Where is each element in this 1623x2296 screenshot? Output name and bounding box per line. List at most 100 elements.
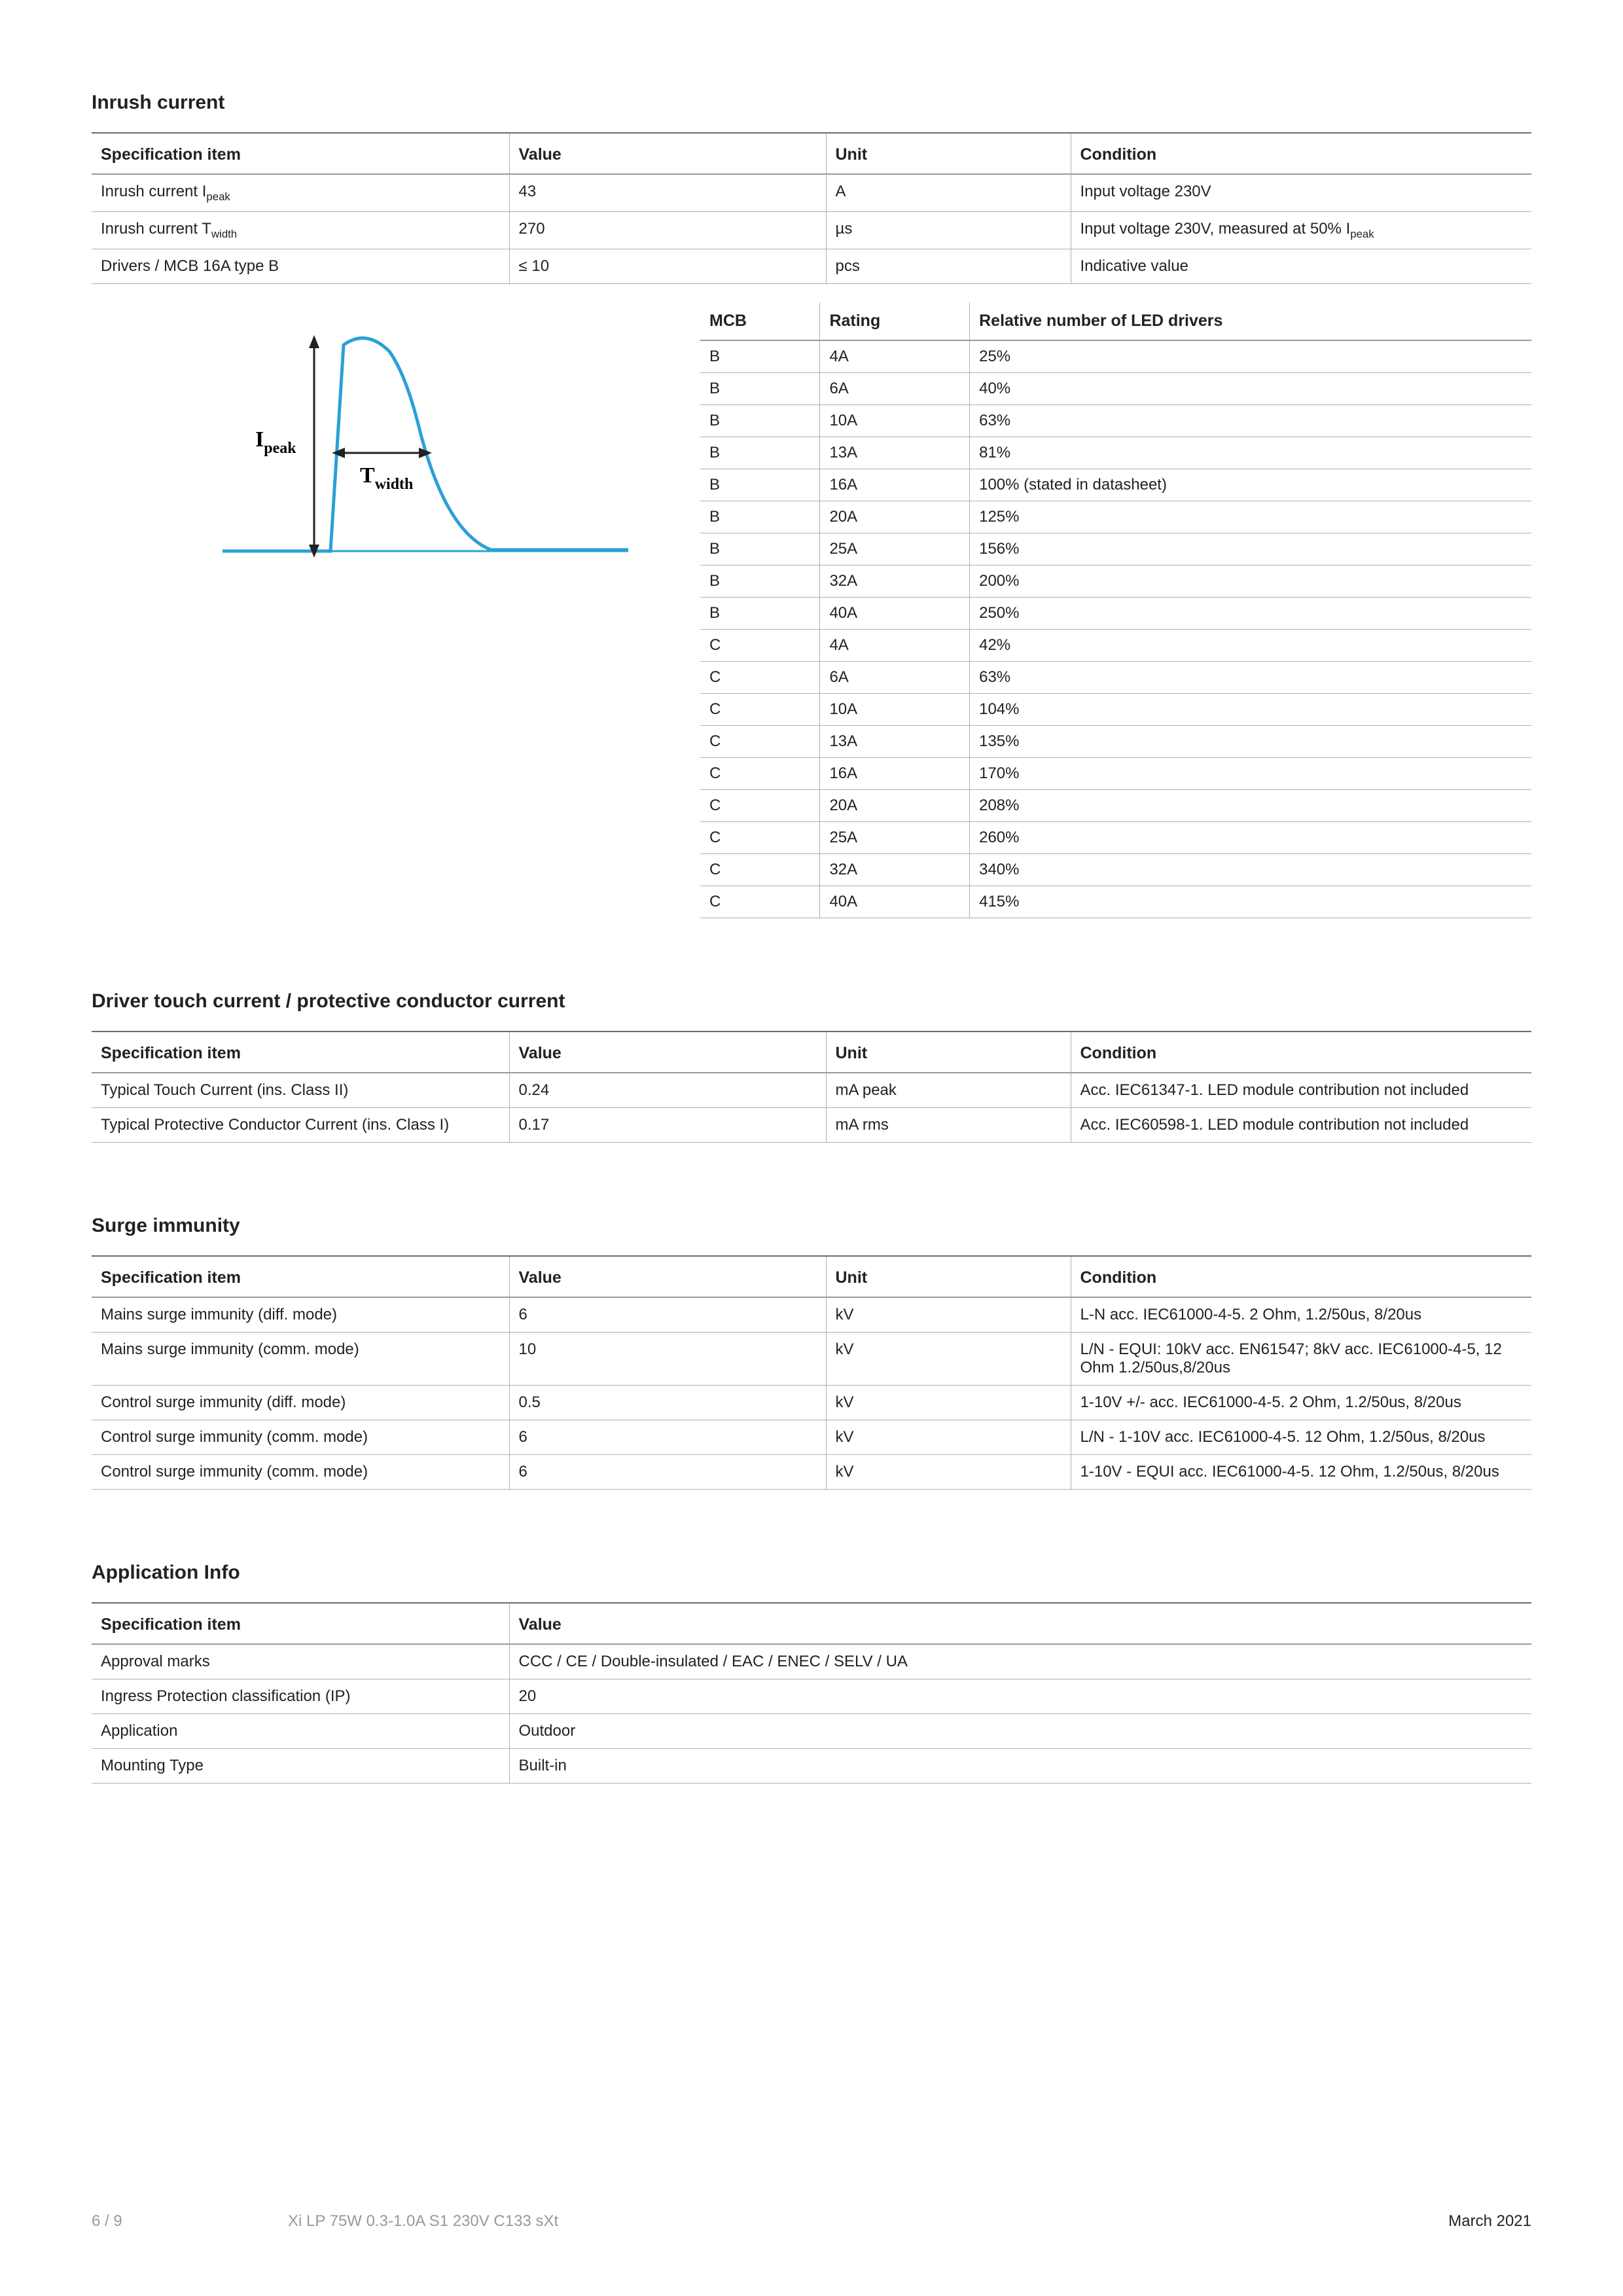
table-cell: 135% <box>970 725 1531 757</box>
table-mcb: MCBRatingRelative number of LED drivers … <box>700 302 1531 918</box>
table-cell: Mounting Type <box>92 1748 509 1783</box>
column-header: Specification item <box>92 1032 509 1073</box>
table-cell: Outdoor <box>509 1713 1531 1748</box>
table-inrush: Specification itemValueUnitCondition Inr… <box>92 134 1531 284</box>
table-row: B16A100% (stated in datasheet) <box>700 469 1531 501</box>
table-cell: 270 <box>509 211 826 249</box>
mcb-table-wrap: MCBRatingRelative number of LED drivers … <box>700 302 1531 918</box>
table-cell: 104% <box>970 693 1531 725</box>
column-header: Value <box>509 134 826 174</box>
section-title: Surge immunity <box>92 1215 1531 1237</box>
column-header: Value <box>509 1032 826 1073</box>
table-cell: B <box>700 340 820 373</box>
svg-text:Ipeak: Ipeak <box>255 427 296 457</box>
column-header: Specification item <box>92 134 509 174</box>
footer-page: 6 / 9 <box>92 2212 288 2231</box>
table-row: Inrush current Twidth270µsInput voltage … <box>92 211 1531 249</box>
section-surge: Surge immunity Specification itemValueUn… <box>92 1215 1531 1490</box>
table-cell: B <box>700 597 820 629</box>
column-header: MCB <box>700 302 820 340</box>
table-cell: C <box>700 853 820 886</box>
table-cell: Mains surge immunity (comm. mode) <box>92 1332 509 1385</box>
table-cell: C <box>700 629 820 661</box>
table-cell: pcs <box>826 249 1071 283</box>
table-cell: 260% <box>970 821 1531 853</box>
table-row: C32A340% <box>700 853 1531 886</box>
column-header: Condition <box>1071 1257 1531 1297</box>
table-cell: 25A <box>820 533 970 565</box>
table-cell: 170% <box>970 757 1531 789</box>
table-cell: 10A <box>820 693 970 725</box>
svg-text:Twidth: Twidth <box>360 463 413 493</box>
table-cell: Control surge immunity (comm. mode) <box>92 1420 509 1454</box>
column-header: Unit <box>826 1257 1071 1297</box>
section-title: Driver touch current / protective conduc… <box>92 990 1531 1013</box>
table-cell: kV <box>826 1385 1071 1420</box>
table-cell: B <box>700 501 820 533</box>
table-cell: 16A <box>820 757 970 789</box>
table-cell: 20A <box>820 501 970 533</box>
table-cell: kV <box>826 1332 1071 1385</box>
table-cell: 42% <box>970 629 1531 661</box>
table-cell: Mains surge immunity (diff. mode) <box>92 1297 509 1333</box>
table-cell: 0.17 <box>509 1107 826 1142</box>
table-row: C6A63% <box>700 661 1531 693</box>
table-cell: 20 <box>509 1679 1531 1713</box>
column-header: Specification item <box>92 1257 509 1297</box>
table-row: C13A135% <box>700 725 1531 757</box>
table-cell: 6A <box>820 372 970 404</box>
table-cell: A <box>826 174 1071 211</box>
table-row: B40A250% <box>700 597 1531 629</box>
column-header: Rating <box>820 302 970 340</box>
table-cell: L/N - 1-10V acc. IEC61000-4-5. 12 Ohm, 1… <box>1071 1420 1531 1454</box>
column-header: Specification item <box>92 1604 509 1644</box>
table-cell: Typical Touch Current (ins. Class II) <box>92 1073 509 1108</box>
table-cell: Indicative value <box>1071 249 1531 283</box>
table-cell: C <box>700 725 820 757</box>
table-cell: 6 <box>509 1454 826 1489</box>
table-cell: 6A <box>820 661 970 693</box>
table-cell: B <box>700 533 820 565</box>
table-row: Mounting TypeBuilt-in <box>92 1748 1531 1783</box>
table-cell: C <box>700 693 820 725</box>
table-cell: 10 <box>509 1332 826 1385</box>
table-row: Control surge immunity (comm. mode)6kV1-… <box>92 1454 1531 1489</box>
table-cell: Control surge immunity (comm. mode) <box>92 1454 509 1489</box>
table-cell: C <box>700 789 820 821</box>
table-cell: 32A <box>820 853 970 886</box>
table-cell: 200% <box>970 565 1531 597</box>
section-title: Application Info <box>92 1562 1531 1584</box>
section-title: Inrush current <box>92 92 1531 114</box>
table-cell: Inrush current Twidth <box>92 211 509 249</box>
table-cell: B <box>700 437 820 469</box>
table-cell: Typical Protective Conductor Current (in… <box>92 1107 509 1142</box>
table-row: Inrush current Ipeak43AInput voltage 230… <box>92 174 1531 211</box>
table-cell: Built-in <box>509 1748 1531 1783</box>
table-row: Drivers / MCB 16A type B≤ 10pcsIndicativ… <box>92 249 1531 283</box>
table-cell: 100% (stated in datasheet) <box>970 469 1531 501</box>
section-touch: Driver touch current / protective conduc… <box>92 990 1531 1143</box>
table-row: B32A200% <box>700 565 1531 597</box>
table-cell: 13A <box>820 725 970 757</box>
table-cell: kV <box>826 1297 1071 1333</box>
table-row: Mains surge immunity (comm. mode)10kVL/N… <box>92 1332 1531 1385</box>
table-cell: Ingress Protection classification (IP) <box>92 1679 509 1713</box>
table-cell: kV <box>826 1454 1071 1489</box>
table-row: Control surge immunity (comm. mode)6kVL/… <box>92 1420 1531 1454</box>
table-cell: 25A <box>820 821 970 853</box>
table-row: B4A25% <box>700 340 1531 373</box>
table-cell: Approval marks <box>92 1644 509 1679</box>
table-cell: 63% <box>970 661 1531 693</box>
table-cell: C <box>700 886 820 918</box>
table-row: C10A104% <box>700 693 1531 725</box>
table-cell: 250% <box>970 597 1531 629</box>
inrush-row: Ipeak Twidth MCBRatingRelative number of… <box>92 302 1531 918</box>
table-cell: 1-10V +/- acc. IEC61000-4-5. 2 Ohm, 1.2/… <box>1071 1385 1531 1420</box>
table-row: Control surge immunity (diff. mode)0.5kV… <box>92 1385 1531 1420</box>
column-header: Unit <box>826 134 1071 174</box>
column-header: Condition <box>1071 134 1531 174</box>
table-cell: L-N acc. IEC61000-4-5. 2 Ohm, 1.2/50us, … <box>1071 1297 1531 1333</box>
table-row: Approval marksCCC / CE / Double-insulate… <box>92 1644 1531 1679</box>
table-cell: 6 <box>509 1420 826 1454</box>
table-cell: 4A <box>820 340 970 373</box>
